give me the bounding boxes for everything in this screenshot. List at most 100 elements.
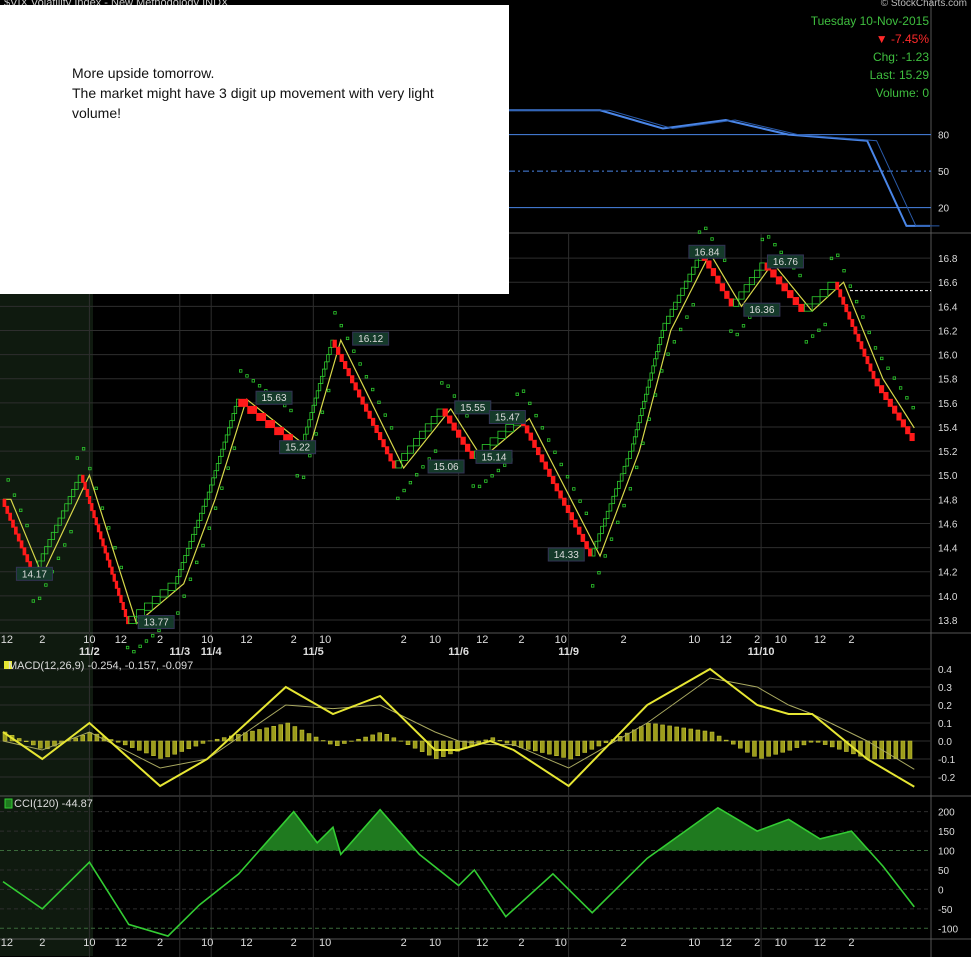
sar-dot (641, 441, 645, 445)
cci-tick-label: 0 (938, 885, 944, 896)
x-tick-label: 2 (848, 634, 854, 646)
sar-dot (138, 644, 142, 648)
macd-tick-label: -0.1 (938, 755, 956, 766)
macd-signal-line (2, 677, 915, 770)
sar-dot (547, 438, 551, 442)
renko-up-brick (317, 383, 322, 392)
renko-down-brick (844, 304, 849, 313)
renko-up-brick (191, 533, 195, 542)
renko-down-brick (2, 498, 7, 507)
renko-up-brick (227, 427, 231, 436)
x-tick-label: 10 (555, 937, 567, 949)
renko-down-brick (859, 341, 864, 350)
renko-up-brick (67, 496, 72, 505)
macd-histogram-bar (547, 740, 552, 755)
renko-down-brick (539, 454, 545, 463)
x-tick-label: 10 (688, 937, 700, 949)
x-tick-label: 2 (518, 634, 524, 646)
price-annotation-box (255, 390, 293, 405)
sar-dot (113, 546, 117, 550)
x-tick-label: 12 (1, 634, 13, 646)
renko-up-brick (309, 412, 313, 421)
sar-dot (540, 426, 545, 430)
sar-dot (628, 487, 633, 491)
renko-down-brick (14, 526, 18, 535)
renko-down-brick (562, 497, 567, 506)
x-tick-label: 2 (291, 937, 297, 949)
macd-histogram-bar (271, 725, 276, 742)
macd-histogram-bar (575, 740, 580, 757)
sar-dot (44, 583, 48, 587)
renko-up-brick (819, 289, 829, 298)
sar-dot (653, 393, 658, 397)
price-tick-label: 15.8 (938, 375, 958, 386)
x-tick-label: 2 (621, 937, 627, 949)
renko-down-brick (90, 503, 94, 512)
renko-up-brick (591, 548, 596, 557)
renko-up-brick (497, 430, 507, 439)
renko-down-brick (350, 375, 355, 384)
renko-up-brick (307, 419, 311, 428)
renko-down-brick (464, 443, 471, 452)
price-annotation-label: 14.17 (22, 569, 47, 580)
macd-histogram-bar (723, 739, 729, 742)
renko-up-brick (215, 463, 220, 472)
macd-line (2, 667, 915, 788)
renko-down-brick (92, 510, 96, 519)
renko-up-brick (206, 491, 211, 500)
renko-down-brick (99, 531, 103, 540)
price-tick-label: 15.4 (938, 423, 958, 434)
macd-histogram-bar (695, 729, 701, 742)
x-tick-label: 2 (39, 937, 45, 949)
renko-down-brick (110, 566, 114, 575)
renko-up-brick (600, 525, 604, 534)
renko-down-brick (391, 460, 397, 469)
renko-down-brick (558, 490, 563, 499)
renko-down-brick (524, 425, 530, 434)
macd-histogram-bar (497, 740, 503, 742)
x-tick-label: 2 (401, 937, 407, 949)
macd-tick-label: 0.0 (938, 737, 952, 748)
renko-up-brick (619, 473, 624, 482)
sar-dot (452, 394, 457, 398)
renko-down-brick (878, 385, 885, 394)
sar-dot (389, 426, 394, 430)
macd-histogram-bar (370, 734, 375, 742)
chart-title: $VIX Volatility Index - New Methodology … (4, 0, 228, 9)
renko-down-brick (343, 361, 348, 370)
renko-up-brick (167, 582, 177, 591)
sar-dot (760, 237, 764, 242)
renko-down-brick (550, 476, 556, 485)
renko-up-brick (803, 303, 813, 312)
sar-dot (886, 366, 890, 370)
x-tick-label: 10 (319, 634, 331, 646)
sar-dot (6, 478, 10, 482)
macd-histogram-bar (45, 740, 50, 750)
renko-up-brick (632, 436, 637, 445)
macd-histogram-bar (773, 740, 778, 755)
renko-up-brick (44, 546, 49, 555)
cci-legend: CCI(120) -44.87 (14, 798, 93, 810)
macd-legend-icon (4, 661, 12, 669)
date-label: 11/9 (558, 646, 579, 658)
x-tick-label: 2 (518, 937, 524, 949)
renko-up-brick (631, 443, 635, 452)
renko-down-brick (19, 540, 24, 549)
sar-dot (635, 465, 639, 470)
renko-down-brick (455, 429, 462, 438)
renko-down-brick (580, 533, 586, 542)
x-tick-label: 12 (476, 937, 488, 949)
renko-down-brick (103, 545, 107, 554)
sar-dot (88, 466, 92, 471)
renko-up-brick (738, 291, 745, 300)
sar-dot (251, 379, 255, 383)
renko-up-brick (413, 438, 420, 447)
renko-up-brick (322, 368, 326, 377)
sar-dot (578, 499, 582, 503)
stoch-tick-label: 20 (938, 204, 950, 215)
renko-down-brick (710, 268, 717, 277)
macd-tick-label: -0.2 (938, 773, 956, 784)
sar-dot (666, 352, 670, 356)
renko-up-brick (211, 477, 215, 486)
sar-dot (75, 456, 79, 460)
